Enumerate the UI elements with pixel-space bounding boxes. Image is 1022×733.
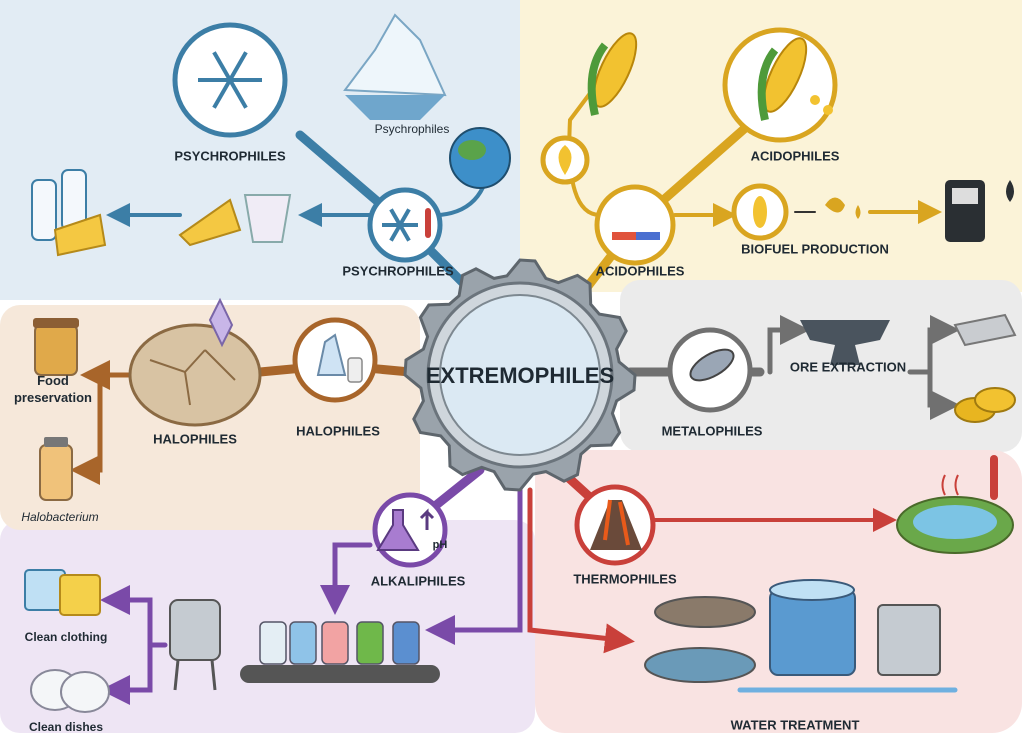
- node-label: ACIDOPHILES: [596, 263, 685, 278]
- node-label: PSYCHROPHILES: [174, 148, 286, 163]
- detergent-bottle: [290, 622, 316, 664]
- jar: [35, 325, 77, 375]
- thermometer: [425, 208, 431, 238]
- branch-line: [430, 470, 480, 510]
- fuel-window: [952, 188, 978, 204]
- detergent-bottle: [357, 622, 383, 664]
- image-label: Psychrophiles: [375, 122, 450, 136]
- application-label: ORE EXTRACTION: [790, 359, 906, 374]
- node-label: METALOPHILES: [662, 423, 763, 438]
- tank: [170, 600, 220, 660]
- earth-land: [458, 140, 486, 160]
- detergent-bottle: [260, 622, 286, 664]
- thermometer: [990, 455, 998, 500]
- node-label: HALOPHILES: [153, 431, 237, 446]
- organism-label: Halobacterium: [21, 510, 98, 524]
- spectrum: [636, 232, 660, 240]
- settling-tank: [645, 648, 755, 682]
- kernel: [823, 105, 833, 115]
- node-label: ACIDOPHILES: [751, 148, 840, 163]
- application-label: Clean clothing: [25, 630, 108, 644]
- yogurt: [245, 195, 290, 242]
- vial: [40, 445, 72, 500]
- diagram: EXTREMOPHILES PSYCHROPHILES Psychrophiles P…: [0, 0, 1022, 733]
- shirt: [60, 575, 100, 615]
- settling-tank: [655, 597, 755, 627]
- icon-circle: [597, 187, 673, 263]
- milk-bottle: [32, 180, 56, 240]
- application-label: WATER TREATMENT: [731, 717, 860, 732]
- icon-circle: [375, 495, 445, 565]
- salt-shaker: [348, 358, 362, 382]
- filter-unit: [878, 605, 940, 675]
- water-tank: [770, 590, 855, 675]
- center-label: EXTREMOPHILES: [426, 363, 614, 388]
- conveyor: [240, 665, 440, 683]
- salt-flat: [130, 325, 260, 425]
- node-label: THERMOPHILES: [573, 571, 677, 586]
- water-tank-top: [770, 580, 854, 600]
- node-label: ALKALIPHILES: [371, 573, 466, 588]
- application-label: Clean dishes: [29, 720, 103, 733]
- detergent-bottle: [393, 622, 419, 664]
- detergent-bottle: [322, 622, 348, 664]
- application-label: Food preservation: [8, 372, 98, 406]
- application-label: BIOFUEL PRODUCTION: [741, 241, 889, 256]
- node-label: HALOPHILES: [296, 423, 380, 438]
- vial-cap: [44, 437, 68, 447]
- kernel: [810, 95, 820, 105]
- infographic: EXTREMOPHILES PSYCHROPHILES Psychrophiles P…: [0, 0, 1022, 733]
- node-label: PSYCHROPHILES: [342, 263, 454, 278]
- jar-lid: [33, 318, 79, 328]
- gold-coin: [975, 388, 1015, 412]
- plate: [61, 672, 109, 712]
- corn-small: [753, 196, 767, 228]
- icon-label: pH: [433, 539, 448, 551]
- spring-water: [913, 505, 997, 539]
